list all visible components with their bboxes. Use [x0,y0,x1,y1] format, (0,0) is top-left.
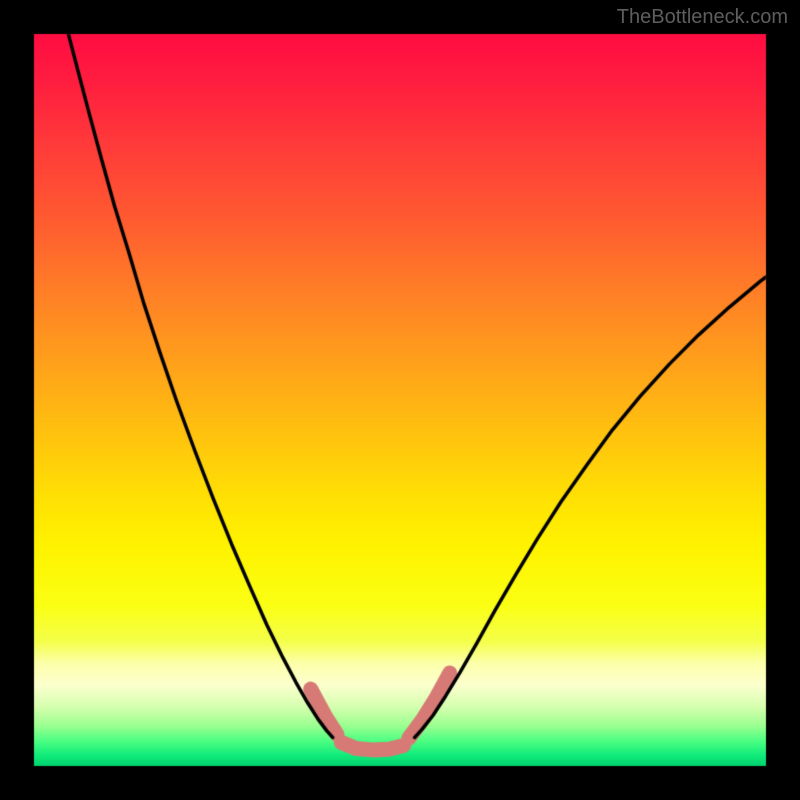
watermark-text: TheBottleneck.com [617,6,788,29]
chart-container: TheBottleneck.com [0,0,800,800]
bottleneck-curve [0,0,800,800]
